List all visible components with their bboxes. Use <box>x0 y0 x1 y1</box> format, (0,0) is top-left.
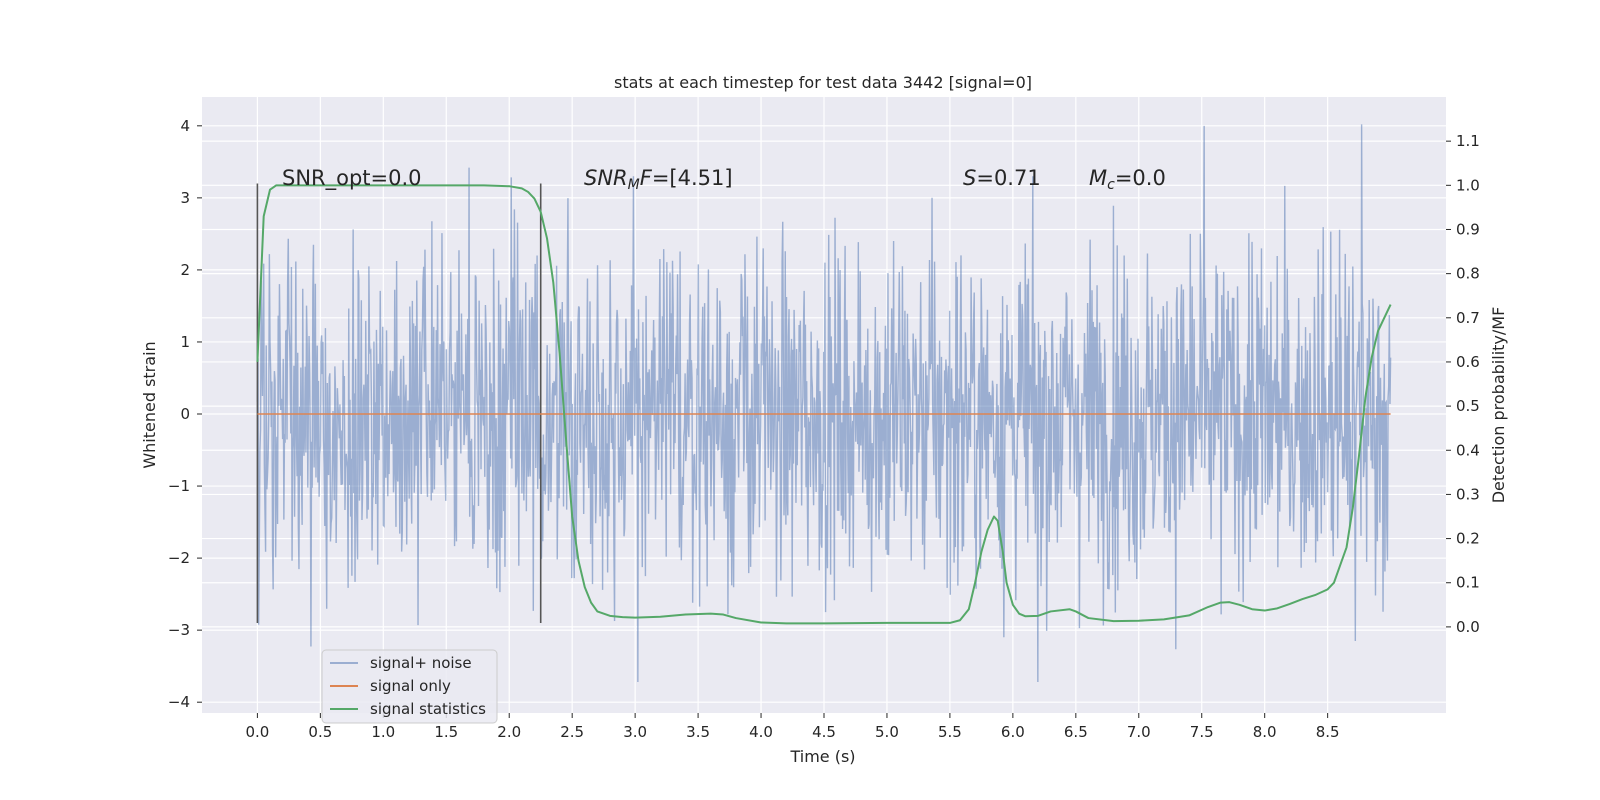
legend-label-signal-statistics: signal statistics <box>370 700 486 718</box>
y-right-tick-label: 0.2 <box>1456 530 1480 548</box>
annotation-snr-opt: SNR_opt=0.0 <box>282 166 422 191</box>
snr-mf-subscript: M <box>628 177 640 193</box>
mc-value: =0.0 <box>1115 166 1166 190</box>
y-axis-label: Whitened strain <box>140 341 159 468</box>
x-tick-label: 1.0 <box>371 723 395 741</box>
y-right-tick-label: 0.5 <box>1456 397 1480 415</box>
annotation-s: S=0.71 <box>963 166 1041 190</box>
y-tick-label: 3 <box>180 189 190 207</box>
x-tick-label: 6.0 <box>1001 723 1025 741</box>
legend-label-signal-noise: signal+ noise <box>370 654 472 672</box>
y-right-tick-label: 0.0 <box>1456 618 1480 636</box>
mc-subscript: c <box>1107 177 1115 193</box>
y-tick-label: −1 <box>168 477 190 495</box>
line-series <box>256 183 1392 625</box>
annotation-snr-mf: SNRMF=[4.51] <box>584 166 733 193</box>
legend-label-signal-only: signal only <box>370 677 451 695</box>
x-tick-label: 0.5 <box>308 723 332 741</box>
mc-symbol: M <box>1089 166 1107 190</box>
y-right-tick-label: 0.8 <box>1456 265 1480 283</box>
x-tick-label: 3.0 <box>623 723 647 741</box>
y-right-axis-label: Detection probability/MF <box>1489 307 1508 504</box>
x-tick-label: 3.5 <box>686 723 710 741</box>
x-tick-label: 0.0 <box>245 723 269 741</box>
snr-mf-f: F <box>640 166 653 190</box>
x-axis-label: Time (s) <box>789 747 855 766</box>
x-tick-label: 6.5 <box>1064 723 1088 741</box>
y-right-tick-label: 0.7 <box>1456 309 1480 327</box>
y-right-tick-label: 0.9 <box>1456 220 1480 238</box>
y-tick-label: 1 <box>180 333 190 351</box>
y-tick-label: 0 <box>180 405 190 423</box>
s-symbol: S <box>963 166 976 190</box>
y-ticks: 4 3 2 1 0 −1 −2 −3 −4 <box>168 117 202 711</box>
chart-title: stats at each timestep for test data 344… <box>614 73 1032 92</box>
s-value: =0.71 <box>976 166 1040 190</box>
x-tick-label: 2.5 <box>560 723 584 741</box>
x-tick-label: 4.5 <box>812 723 836 741</box>
x-tick-label: 5.0 <box>875 723 899 741</box>
y-tick-label: −4 <box>168 693 190 711</box>
y-tick-label: 2 <box>180 261 190 279</box>
y-tick-label: −2 <box>168 549 190 567</box>
x-ticks: 0.0 0.5 1.0 1.5 2.0 2.5 3.0 3.5 4.0 4.5 5.0 5.5 6.0 6… <box>245 713 1340 741</box>
x-tick-label: 8.0 <box>1253 723 1277 741</box>
y-right-tick-label: 1.0 <box>1456 176 1480 194</box>
y-tick-label: −3 <box>168 621 190 639</box>
legend: signal+ noise signal only signal statist… <box>321 649 498 724</box>
series-signal-statistics <box>256 184 1392 625</box>
y-right-ticks: 1.1 1.0 0.9 0.8 0.7 0.6 0.5 0.4 0.3 0.2 0.1 0.0 <box>1446 132 1480 636</box>
x-tick-label: 1.5 <box>434 723 458 741</box>
annotation-mc: Mc=0.0 <box>1089 166 1166 193</box>
x-tick-label: 4.0 <box>749 723 773 741</box>
y-right-tick-label: 0.4 <box>1456 441 1480 459</box>
x-tick-label: 7.0 <box>1127 723 1151 741</box>
y-tick-label: 4 <box>180 117 190 135</box>
noise-series <box>256 124 1392 683</box>
legend-box <box>321 649 498 724</box>
y-right-tick-label: 0.6 <box>1456 353 1480 371</box>
snr-mf-symbol: SNR <box>584 166 628 190</box>
snr-mf-value: =[4.51] <box>652 166 733 190</box>
x-tick-label: 8.5 <box>1316 723 1340 741</box>
x-tick-label: 7.5 <box>1190 723 1214 741</box>
x-tick-label: 5.5 <box>938 723 962 741</box>
y-right-tick-label: 0.1 <box>1456 574 1480 592</box>
y-right-tick-label: 0.3 <box>1456 485 1480 503</box>
x-tick-label: 2.0 <box>497 723 521 741</box>
series-signal-noise <box>256 124 1392 683</box>
y-right-tick-label: 1.1 <box>1456 132 1480 150</box>
